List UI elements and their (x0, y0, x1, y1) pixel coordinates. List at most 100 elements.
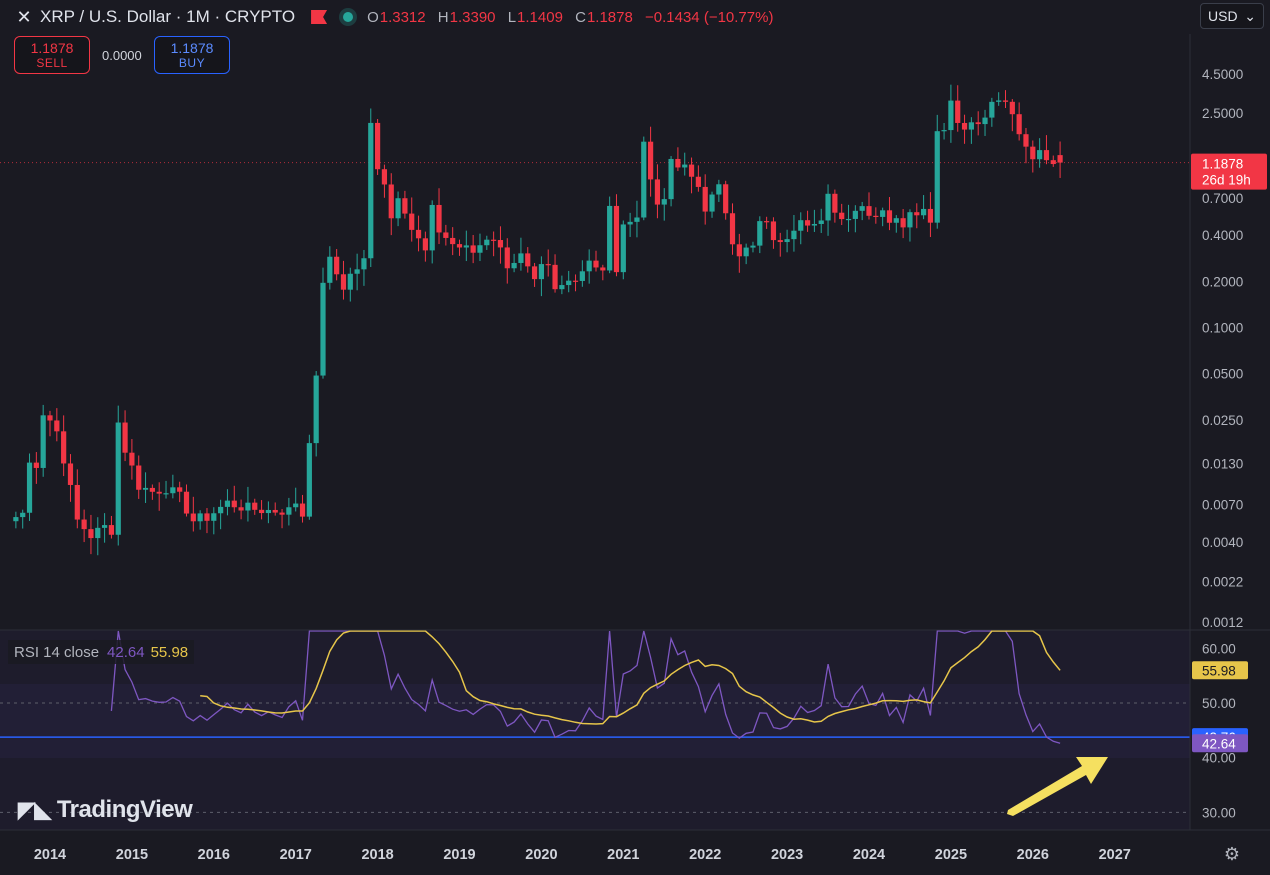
candle-body (327, 256, 333, 283)
candle-body (375, 122, 381, 170)
candle-body (682, 164, 688, 168)
year-tick-label: 2023 (771, 847, 803, 863)
candle-body (197, 513, 203, 522)
candle-body (545, 264, 551, 266)
candle-body (777, 240, 783, 243)
price-tick-label: 0.0012 (1202, 615, 1243, 630)
candle-body (552, 264, 558, 290)
candle-body (511, 262, 517, 269)
candle-body (975, 122, 981, 125)
candle-body (299, 503, 306, 517)
price-tick-label: 2.5000 (1202, 106, 1243, 121)
candle-body (334, 256, 340, 275)
year-tick-label: 2026 (1017, 847, 1049, 863)
candle-body (95, 527, 101, 539)
candle-body (764, 221, 770, 223)
price-tick-label: 0.0040 (1202, 535, 1243, 550)
candle-body (211, 513, 217, 521)
candle-body (859, 206, 865, 211)
close-icon[interactable]: ✕ (16, 6, 32, 27)
candle-body (122, 422, 128, 453)
candle-body (688, 164, 695, 177)
candle-body (757, 221, 763, 246)
rsi-legend[interactable]: RSI 14 close 42.64 55.98 (8, 640, 195, 664)
candle-body (163, 493, 169, 495)
candle-body (252, 502, 258, 510)
candle-body (88, 529, 94, 539)
buy-label: BUY (178, 56, 206, 70)
spread-value: 0.0000 (102, 48, 142, 63)
year-tick-label: 2018 (361, 847, 393, 863)
candle-body (381, 169, 388, 185)
rsi-ma-value: 55.98 (150, 643, 189, 661)
candle-body (368, 122, 374, 259)
tradingview-logo[interactable]: ◤◣ TradingView (18, 796, 193, 824)
candle-body (709, 194, 715, 212)
candle-body (572, 280, 579, 282)
price-tick-label: 0.2000 (1202, 274, 1243, 289)
candle-body (989, 101, 995, 118)
candle-body (395, 198, 401, 219)
candle-body (422, 238, 428, 251)
candle-body (306, 443, 312, 517)
candle-body (40, 415, 46, 468)
candle-body (1030, 146, 1036, 160)
candle-body (593, 260, 599, 268)
candle-body (1043, 150, 1050, 161)
candle-body (463, 245, 469, 248)
candle-body (224, 500, 231, 507)
candle-body (149, 487, 155, 492)
rsi-tick-label: 60.00 (1202, 641, 1236, 656)
candle-body (81, 519, 87, 530)
symbol-title[interactable]: XRP / U.S. Dollar · 1M · CRYPTO (40, 7, 296, 26)
candle-body (695, 176, 701, 187)
sell-button[interactable]: 1.1878 SELL (14, 36, 90, 74)
candle-body (961, 122, 968, 130)
candle-body (497, 240, 504, 248)
candle-body (279, 512, 285, 515)
candle-body (1037, 150, 1043, 160)
candle-body (968, 122, 974, 130)
candle-body (996, 100, 1002, 102)
candle-body (1057, 155, 1063, 163)
candle-body (934, 131, 940, 223)
candle-body (67, 463, 74, 485)
price-tick-label: 0.0250 (1202, 413, 1243, 428)
candle-body (921, 208, 927, 216)
candle-body (880, 210, 886, 217)
candle-body (504, 247, 510, 269)
candle-body (791, 230, 797, 240)
candle-body (668, 158, 674, 200)
price-tick-label: 0.1000 (1202, 320, 1243, 335)
candle-body (811, 223, 817, 226)
flag-icon[interactable] (311, 10, 328, 24)
buy-button[interactable]: 1.1878 BUY (154, 36, 230, 74)
ohlc-readout: O1.3312 H1.3390 L1.1409 C1.1878 −0.1434 … (367, 8, 774, 26)
gear-icon[interactable]: ⚙ (1223, 844, 1241, 864)
candle-body (443, 232, 449, 238)
candle-body (600, 267, 606, 271)
candle-body (361, 258, 367, 270)
price-badge-countdown: 26d 19h (1202, 173, 1251, 188)
candle-body (33, 462, 39, 468)
candle-body (477, 245, 483, 253)
candle-body (613, 205, 620, 273)
price-badge (1191, 153, 1267, 190)
year-tick-label: 2024 (853, 847, 885, 863)
currency-select[interactable]: USD ⌄ (1200, 3, 1264, 29)
tv-logo-icon: ◤◣ (18, 797, 51, 822)
price-tick-label: 0.0500 (1202, 367, 1243, 382)
candle-body (729, 213, 736, 245)
year-tick-label: 2020 (525, 847, 557, 863)
candle-body (893, 218, 899, 223)
candle-body (661, 199, 667, 205)
rsi-ma-line (200, 630, 1061, 725)
candle-body (634, 217, 640, 222)
candle-body (450, 237, 456, 245)
candle-body (518, 253, 524, 263)
sell-price: 1.1878 (30, 40, 74, 56)
sell-label: SELL (36, 56, 68, 70)
candle-body (702, 186, 708, 212)
candle-body (900, 218, 906, 228)
